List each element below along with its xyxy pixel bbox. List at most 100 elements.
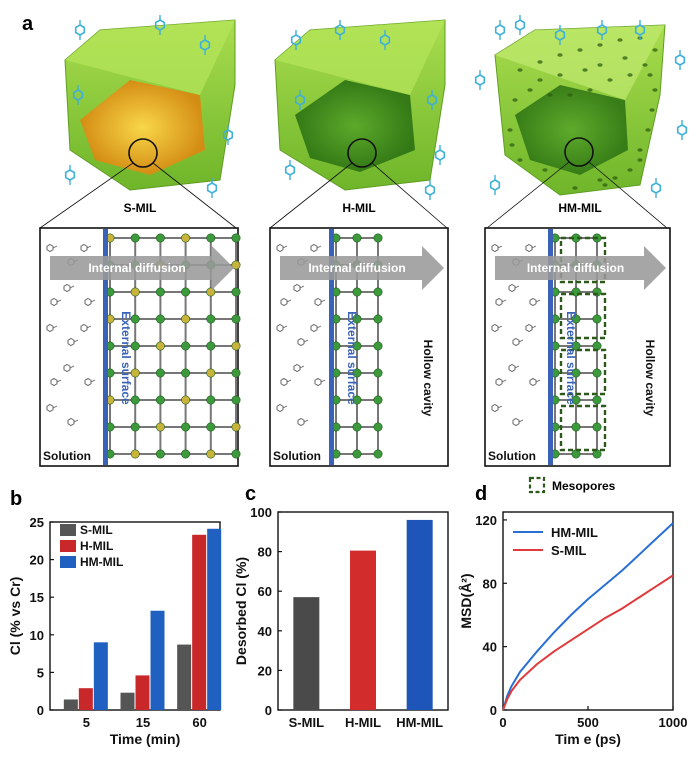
lattice-node bbox=[373, 422, 383, 432]
molecule-icon bbox=[424, 180, 436, 200]
ring bbox=[494, 24, 506, 36]
solution-molecule-icon bbox=[512, 417, 524, 427]
lattice-node bbox=[206, 233, 216, 243]
bar-h-mil bbox=[192, 534, 207, 710]
bond bbox=[497, 405, 503, 409]
ring bbox=[276, 403, 284, 413]
solution-molecule-icon bbox=[276, 403, 288, 413]
ring bbox=[529, 297, 537, 307]
lattice-node bbox=[373, 314, 383, 324]
ring bbox=[280, 377, 288, 387]
y-tick-label: 0 bbox=[37, 703, 44, 718]
bar-s-mil bbox=[63, 699, 78, 710]
solution-molecule-icon bbox=[46, 403, 58, 413]
lattice-node bbox=[231, 287, 241, 297]
ring bbox=[280, 297, 288, 307]
internal-diffusion-label: Internal diffusion bbox=[308, 261, 405, 275]
solution-molecule-icon bbox=[46, 323, 58, 333]
pore bbox=[652, 48, 658, 52]
molecule-icon bbox=[489, 175, 501, 195]
external-surface-label: External surface bbox=[345, 311, 359, 405]
solution-label: Solution bbox=[273, 449, 321, 463]
solution-label: Solution bbox=[43, 449, 91, 463]
external-surface-label: External surface bbox=[119, 311, 133, 405]
diffusion-arrow bbox=[280, 246, 444, 290]
pore bbox=[509, 143, 515, 147]
pore bbox=[587, 88, 593, 92]
ring bbox=[63, 283, 71, 293]
lattice-node bbox=[352, 368, 362, 378]
solution-molecule-icon bbox=[293, 283, 305, 293]
lattice-node bbox=[352, 395, 362, 405]
lattice-node bbox=[373, 449, 383, 459]
ring bbox=[674, 54, 686, 66]
pore bbox=[612, 176, 618, 180]
solution-molecule-icon bbox=[529, 297, 541, 307]
y-tick-label: 80 bbox=[258, 545, 272, 560]
y-tick-label: 20 bbox=[30, 553, 44, 568]
lattice-node bbox=[373, 287, 383, 297]
ring bbox=[293, 363, 301, 373]
bond bbox=[282, 245, 288, 249]
ring bbox=[297, 417, 305, 427]
pore bbox=[597, 43, 603, 47]
bond bbox=[535, 299, 541, 303]
bar-hm-mil bbox=[207, 528, 222, 710]
bar-hm-mil bbox=[93, 642, 108, 710]
external-surface-line bbox=[548, 229, 553, 465]
pore bbox=[557, 73, 563, 77]
ring bbox=[314, 297, 322, 307]
lattice-node bbox=[206, 341, 216, 351]
y-tick-label: 25 bbox=[30, 515, 44, 530]
solution-molecule-icon bbox=[67, 337, 79, 347]
particle-s-mil bbox=[39, 19, 237, 229]
external-surface-label: External surface bbox=[564, 311, 578, 405]
inset-3: Internal diffusion External surface Soluti… bbox=[484, 227, 671, 467]
lattice-node bbox=[231, 260, 241, 270]
pore bbox=[637, 148, 643, 152]
x-tick-label: 1000 bbox=[659, 715, 688, 730]
bar-h-mil bbox=[78, 688, 93, 710]
lattice-node bbox=[571, 314, 581, 324]
lattice-node bbox=[155, 233, 165, 243]
lattice-node bbox=[571, 422, 581, 432]
molecule-icon bbox=[206, 178, 218, 198]
x-tick-label: S-MIL bbox=[289, 715, 324, 730]
pore bbox=[517, 158, 523, 162]
solution-molecule-icon bbox=[276, 243, 288, 253]
lattice-node bbox=[352, 287, 362, 297]
legend-swatch bbox=[60, 540, 76, 552]
solution-molecule-icon bbox=[280, 297, 292, 307]
pore bbox=[557, 53, 563, 57]
bond bbox=[303, 339, 309, 343]
chart-c: 0 20 40 60 80 100 S-MIL H-MIL HM-MIL Desorbed Cl … bbox=[233, 505, 449, 730]
inset-2: Internal diffusion External surface Soluti… bbox=[269, 227, 449, 467]
ring bbox=[84, 297, 92, 307]
lattice-node bbox=[206, 314, 216, 324]
molecule-icon bbox=[74, 20, 86, 40]
ring bbox=[80, 323, 88, 333]
bond bbox=[282, 405, 288, 409]
bond bbox=[286, 299, 292, 303]
bar-h-mil bbox=[350, 550, 376, 710]
lattice-node bbox=[231, 422, 241, 432]
pore bbox=[607, 78, 613, 82]
diffusion-arrow bbox=[50, 246, 234, 290]
pore bbox=[582, 68, 588, 72]
pore bbox=[567, 93, 573, 97]
molecule-icon bbox=[334, 20, 346, 40]
ring bbox=[676, 124, 688, 136]
bond bbox=[501, 379, 507, 383]
molecule-icon bbox=[554, 25, 566, 45]
ring bbox=[284, 164, 296, 176]
lattice-node bbox=[181, 368, 191, 378]
chart-b: 0 5 10 15 20 25 5 15 60 Time (min) Cl (% vs Cr) S-M… bbox=[7, 515, 222, 747]
molecule-icon bbox=[222, 125, 234, 145]
pore bbox=[647, 73, 653, 77]
y-tick-label: 60 bbox=[258, 584, 272, 599]
line-s-mil bbox=[502, 574, 674, 711]
lattice-node bbox=[352, 422, 362, 432]
ligand-molecules bbox=[64, 15, 688, 200]
pore bbox=[627, 168, 633, 172]
ring bbox=[63, 363, 71, 373]
